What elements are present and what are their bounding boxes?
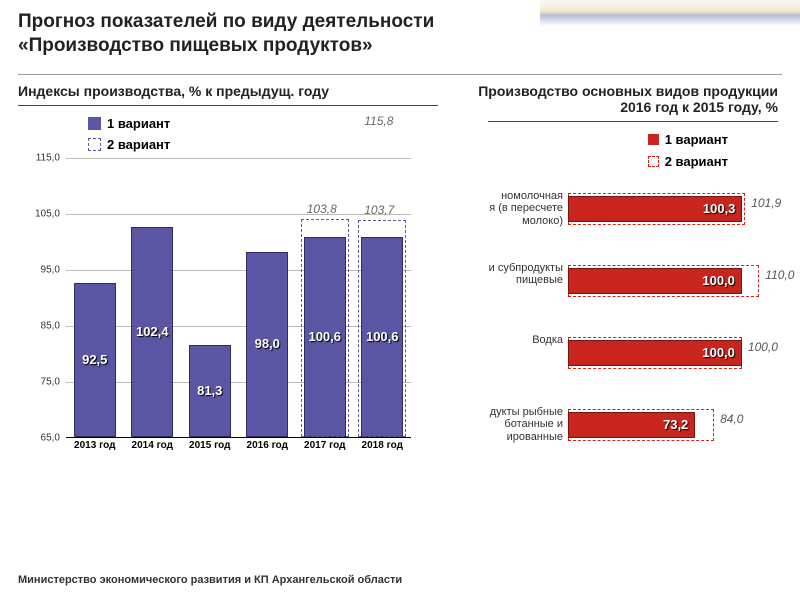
footer-text: Министерство экономического развития и К… bbox=[18, 574, 402, 586]
right-legend-v1: 1 вариант bbox=[648, 132, 728, 147]
hbar-dash-value-label: 110,0 bbox=[765, 268, 794, 282]
hbar-solid: 100,0 bbox=[568, 340, 742, 366]
gridline bbox=[66, 158, 411, 159]
bar-value-label: 92,5 bbox=[75, 352, 115, 367]
hbar-row: Водка100,0100,0 bbox=[448, 326, 778, 384]
bar-value-label: 98,0 bbox=[247, 336, 287, 351]
hbar-value-label: 100,3 bbox=[703, 201, 736, 216]
bar: 98,0 bbox=[246, 252, 288, 437]
left-subtitle: Индексы производства, % к предыдущ. году bbox=[18, 83, 438, 99]
y-axis-label: 85,0 bbox=[18, 320, 60, 331]
x-axis-label: 2018 год bbox=[354, 440, 410, 451]
legend-swatch-solid bbox=[88, 117, 101, 130]
bar-chart: 92,5102,481,398,0100,6100,6103,8103,7 65… bbox=[18, 158, 418, 468]
x-axis-label: 2017 год bbox=[297, 440, 353, 451]
hbar-dash-value-label: 100,0 bbox=[748, 340, 778, 354]
right-panel: Производство основных видов продукции 20… bbox=[448, 83, 788, 482]
hbar-row: номолочнаяя (в пересчетемолоко)100,3101,… bbox=[448, 182, 778, 240]
overlay-value-label: 103,7 bbox=[364, 203, 394, 217]
title-line-1: Прогноз показателей по виду деятельности bbox=[18, 11, 434, 32]
hbar-solid: 73,2 bbox=[568, 412, 695, 438]
hbar-value-label: 100,0 bbox=[702, 273, 735, 288]
hbar-solid: 100,3 bbox=[568, 196, 742, 222]
bar: 81,3 bbox=[189, 345, 231, 436]
bar-dash-overlay bbox=[358, 220, 406, 437]
hbar-solid: 100,0 bbox=[568, 268, 742, 294]
legend-swatch-red-dash bbox=[648, 156, 659, 167]
hbar-row: и субпродуктыпищевые100,0110,0 bbox=[448, 254, 778, 312]
hbar-dash-value-label: 101,9 bbox=[751, 196, 781, 210]
bar-value-label: 102,4 bbox=[132, 324, 172, 339]
content-area: Индексы производства, % к предыдущ. году… bbox=[0, 75, 800, 482]
left-legend-v2: 2 вариант bbox=[88, 137, 438, 152]
hbar-category-label: и субпродуктыпищевые bbox=[438, 262, 563, 287]
legend-swatch-dash bbox=[88, 138, 101, 151]
y-axis-label: 95,0 bbox=[18, 264, 60, 275]
header-accent-stripe bbox=[540, 0, 800, 26]
plot-area: 92,5102,481,398,0100,6100,6103,8103,7 bbox=[66, 158, 411, 438]
x-axis-label: 2016 год bbox=[239, 440, 295, 451]
right-subtitle: Производство основных видов продукции 20… bbox=[448, 83, 788, 115]
bar-value-label: 81,3 bbox=[190, 383, 230, 398]
y-axis-label: 75,0 bbox=[18, 376, 60, 387]
hbar-dash-value-label: 84,0 bbox=[720, 412, 743, 426]
x-axis-label: 2014 год bbox=[124, 440, 180, 451]
bar: 102,4 bbox=[131, 227, 173, 436]
hbar-value-label: 73,2 bbox=[663, 417, 688, 432]
hbar-chart: номолочнаяя (в пересчетемолоко)100,3101,… bbox=[448, 182, 778, 482]
annotation-label: 115,8 bbox=[364, 114, 393, 128]
title-line-2: «Производство пищевых продуктов» bbox=[18, 35, 373, 56]
x-axis-label: 2013 год bbox=[67, 440, 123, 451]
hbar-row: дукты рыбныеботанные иированные73,284,0 bbox=[448, 398, 778, 456]
left-subtitle-rule bbox=[18, 105, 438, 106]
hbar-category-label: дукты рыбныеботанные иированные bbox=[438, 406, 563, 444]
y-axis-label: 105,0 bbox=[18, 208, 60, 219]
hbar-category-label: Водка bbox=[438, 334, 563, 347]
right-legend-v2: 2 вариант bbox=[648, 154, 728, 169]
y-axis-label: 65,0 bbox=[18, 432, 60, 443]
hbar-value-label: 100,0 bbox=[702, 345, 735, 360]
x-axis-label: 2015 год bbox=[182, 440, 238, 451]
right-legend: 1 вариант 2 вариант bbox=[448, 132, 788, 178]
y-axis-label: 115,0 bbox=[18, 152, 60, 163]
gridline bbox=[66, 214, 411, 215]
left-panel: Индексы производства, % к предыдущ. году… bbox=[18, 83, 438, 482]
legend-swatch-red bbox=[648, 134, 659, 145]
bar: 92,5 bbox=[74, 283, 116, 437]
bar-dash-overlay bbox=[301, 219, 349, 436]
hbar-category-label: номолочнаяя (в пересчетемолоко) bbox=[438, 190, 563, 228]
overlay-value-label: 103,8 bbox=[307, 202, 337, 216]
right-subtitle-rule bbox=[488, 121, 778, 122]
